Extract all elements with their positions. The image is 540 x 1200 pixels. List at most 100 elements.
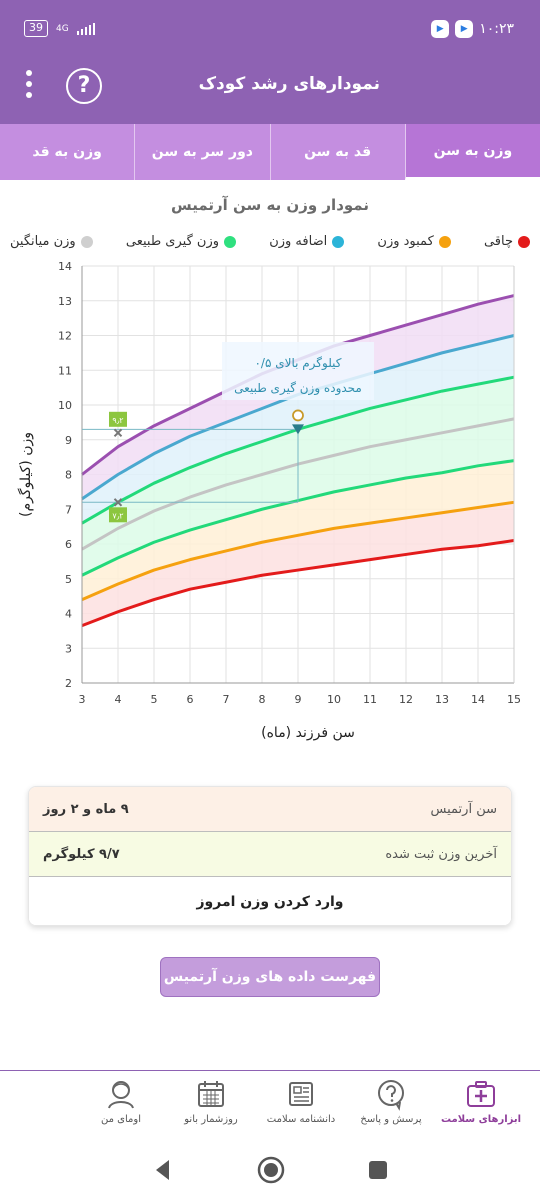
x-tick-label: 13 [435, 693, 449, 706]
app-header: ? نمودارهای رشد کودک [0, 48, 540, 124]
marker-badge [109, 411, 127, 427]
nav-encyclopedia[interactable]: دانشنامه سلامت [258, 1071, 344, 1136]
info-card: سن آرتمیس ۹ ماه و ۲ روز آخرین وزن ثبت شد… [28, 786, 512, 926]
y-tick-label: 13 [58, 295, 72, 308]
age-row: سن آرتمیس ۹ ماه و ۲ روز [29, 787, 511, 832]
y-tick-label: 2 [65, 677, 72, 690]
reference-marker [292, 424, 304, 435]
newspaper-icon [289, 1082, 313, 1106]
marker-x-icon [113, 428, 123, 438]
page-title: نمودارهای رشد کودک [198, 74, 380, 94]
last-weight-row: آخرین وزن ثبت شده ۹/۷ کیلوگرم [29, 832, 511, 877]
x-axis-label: سن فرزند (ماه) [261, 725, 355, 741]
marker-x-icon [113, 498, 123, 507]
legend-label: چاقی [483, 234, 513, 249]
annotation-text: ۰/۵ کیلوگرم بالای [254, 356, 341, 371]
first-aid-kit-icon [467, 1081, 495, 1107]
x-tick-label: 6 [187, 693, 194, 706]
y-tick-label: 6 [65, 538, 72, 551]
play-app-icon: ▶ [455, 20, 474, 38]
status-bar: 39 4G ▶ ▶ ۱۰:۲۳ [0, 0, 540, 48]
nav-questions[interactable]: پرسش و پاسخ [348, 1071, 434, 1136]
weight-data-list-button[interactable]: فهرست داده های وزن آرتمیس [160, 957, 380, 997]
tab-head-circumference[interactable]: دور سر به سن [134, 124, 269, 180]
legend-label: وزن میانگین [10, 234, 76, 249]
chart-title: نمودار وزن به سن آرتمیس [171, 196, 369, 214]
chart-legend: چاقی کمبود وزن اضافه وزن وزن گیری طبیعی … [10, 234, 530, 249]
marker-badge-label: ۷٫۲ [112, 511, 123, 520]
marker-badge-label: ۹٫۲ [112, 416, 123, 425]
x-tick-label: 14 [471, 693, 485, 706]
nav-profile[interactable]: اومای من [78, 1071, 164, 1136]
legend-item-obese: چاقی [484, 234, 530, 249]
nav-label: اومای من [101, 1114, 141, 1125]
y-tick-label: 5 [65, 573, 72, 586]
x-tick-label: 11 [363, 693, 377, 706]
chart-band [82, 295, 514, 499]
y-tick-label: 11 [58, 364, 72, 377]
tab-height-for-age[interactable]: قد به سن [269, 124, 405, 180]
x-tick-label: 10 [327, 693, 341, 706]
y-tick-label: 9 [65, 434, 72, 447]
network-type: 4G [56, 23, 69, 34]
growth-chart[interactable]: 3 4 5 6 7 8 9 10 11 12 13 14 15234567891011121314سن … [0, 250, 540, 750]
y-tick-label: 10 [58, 399, 72, 412]
chart-band [82, 502, 514, 626]
clock: ۱۰:۲۳ [479, 21, 514, 37]
y-tick-label: 12 [58, 330, 72, 343]
last-weight-label: آخرین وزن ثبت شده [385, 846, 497, 862]
play-store-icon: ▶ [431, 20, 450, 38]
enter-today-weight-button[interactable]: وارد کردن وزن امروز [29, 877, 511, 925]
nav-health-tools[interactable]: ابزارهای سلامت [438, 1071, 524, 1136]
tab-weight-for-height[interactable]: وزن به قد [32, 144, 102, 160]
series-line [81, 500, 515, 601]
marker-badge [109, 507, 127, 523]
legend-item-overweight: اضافه وزن [269, 234, 345, 249]
back-icon[interactable] [151, 1158, 175, 1182]
system-navigation [0, 1140, 540, 1200]
x-tick-label: 5 [151, 693, 158, 706]
bottom-nav: ابزارهای سلامت پرسش و پاسخ دانشنامه سلام… [0, 1070, 540, 1136]
x-tick-label: 9 [295, 693, 302, 706]
legend-label: وزن گیری طبیعی [125, 234, 220, 249]
y-tick-label: 14 [58, 260, 72, 273]
chart-tabs: وزن به قد دور سر به سن قد به سن وزن به س… [0, 124, 540, 180]
nav-calendar[interactable]: روزشمار بانو [168, 1071, 254, 1136]
chart-band [82, 335, 514, 524]
legend-dot [80, 235, 93, 248]
tab-weight-for-age[interactable]: وزن به سن [404, 124, 540, 180]
signal-icon [76, 22, 96, 35]
y-tick-label: 3 [65, 642, 72, 655]
x-tick-label: 12 [399, 693, 413, 706]
last-weight-value: ۹/۷ کیلوگرم [43, 846, 120, 862]
y-tick-label: 4 [65, 608, 72, 621]
x-tick-label: 15 [507, 693, 521, 706]
annotation-box [222, 342, 374, 400]
recents-icon[interactable] [367, 1159, 389, 1181]
calendar-icon [198, 1081, 224, 1107]
legend-label: اضافه وزن [269, 234, 328, 249]
current-weight-point [292, 409, 304, 422]
y-tick-label: 8 [65, 469, 72, 482]
legend-item-normal: وزن گیری طبیعی [125, 234, 237, 249]
legend-label: کمبود وزن [377, 234, 434, 249]
legend-item-underweight: کمبود وزن [377, 234, 451, 249]
series-line [81, 539, 515, 628]
legend-dot [438, 235, 451, 248]
chart-band [82, 460, 514, 600]
x-tick-label: 4 [115, 693, 122, 706]
y-tick-label: 7 [65, 503, 72, 516]
status-right: ▶ ▶ ۱۰:۲۳ [431, 20, 514, 38]
x-tick-label: 7 [223, 693, 230, 706]
nav-label: پرسش و پاسخ [360, 1114, 422, 1125]
nav-label: دانشنامه سلامت [266, 1114, 336, 1125]
legend-dot [224, 235, 237, 248]
age-value: ۹ ماه و ۲ روز [43, 801, 129, 817]
home-icon[interactable] [256, 1155, 286, 1185]
legend-dot [517, 235, 530, 248]
status-left: 39 4G [24, 20, 96, 37]
more-menu-icon[interactable] [26, 70, 32, 98]
help-icon[interactable]: ? [66, 68, 102, 104]
nav-label: ابزارهای سلامت [440, 1114, 522, 1125]
x-tick-label: 8 [259, 693, 266, 706]
